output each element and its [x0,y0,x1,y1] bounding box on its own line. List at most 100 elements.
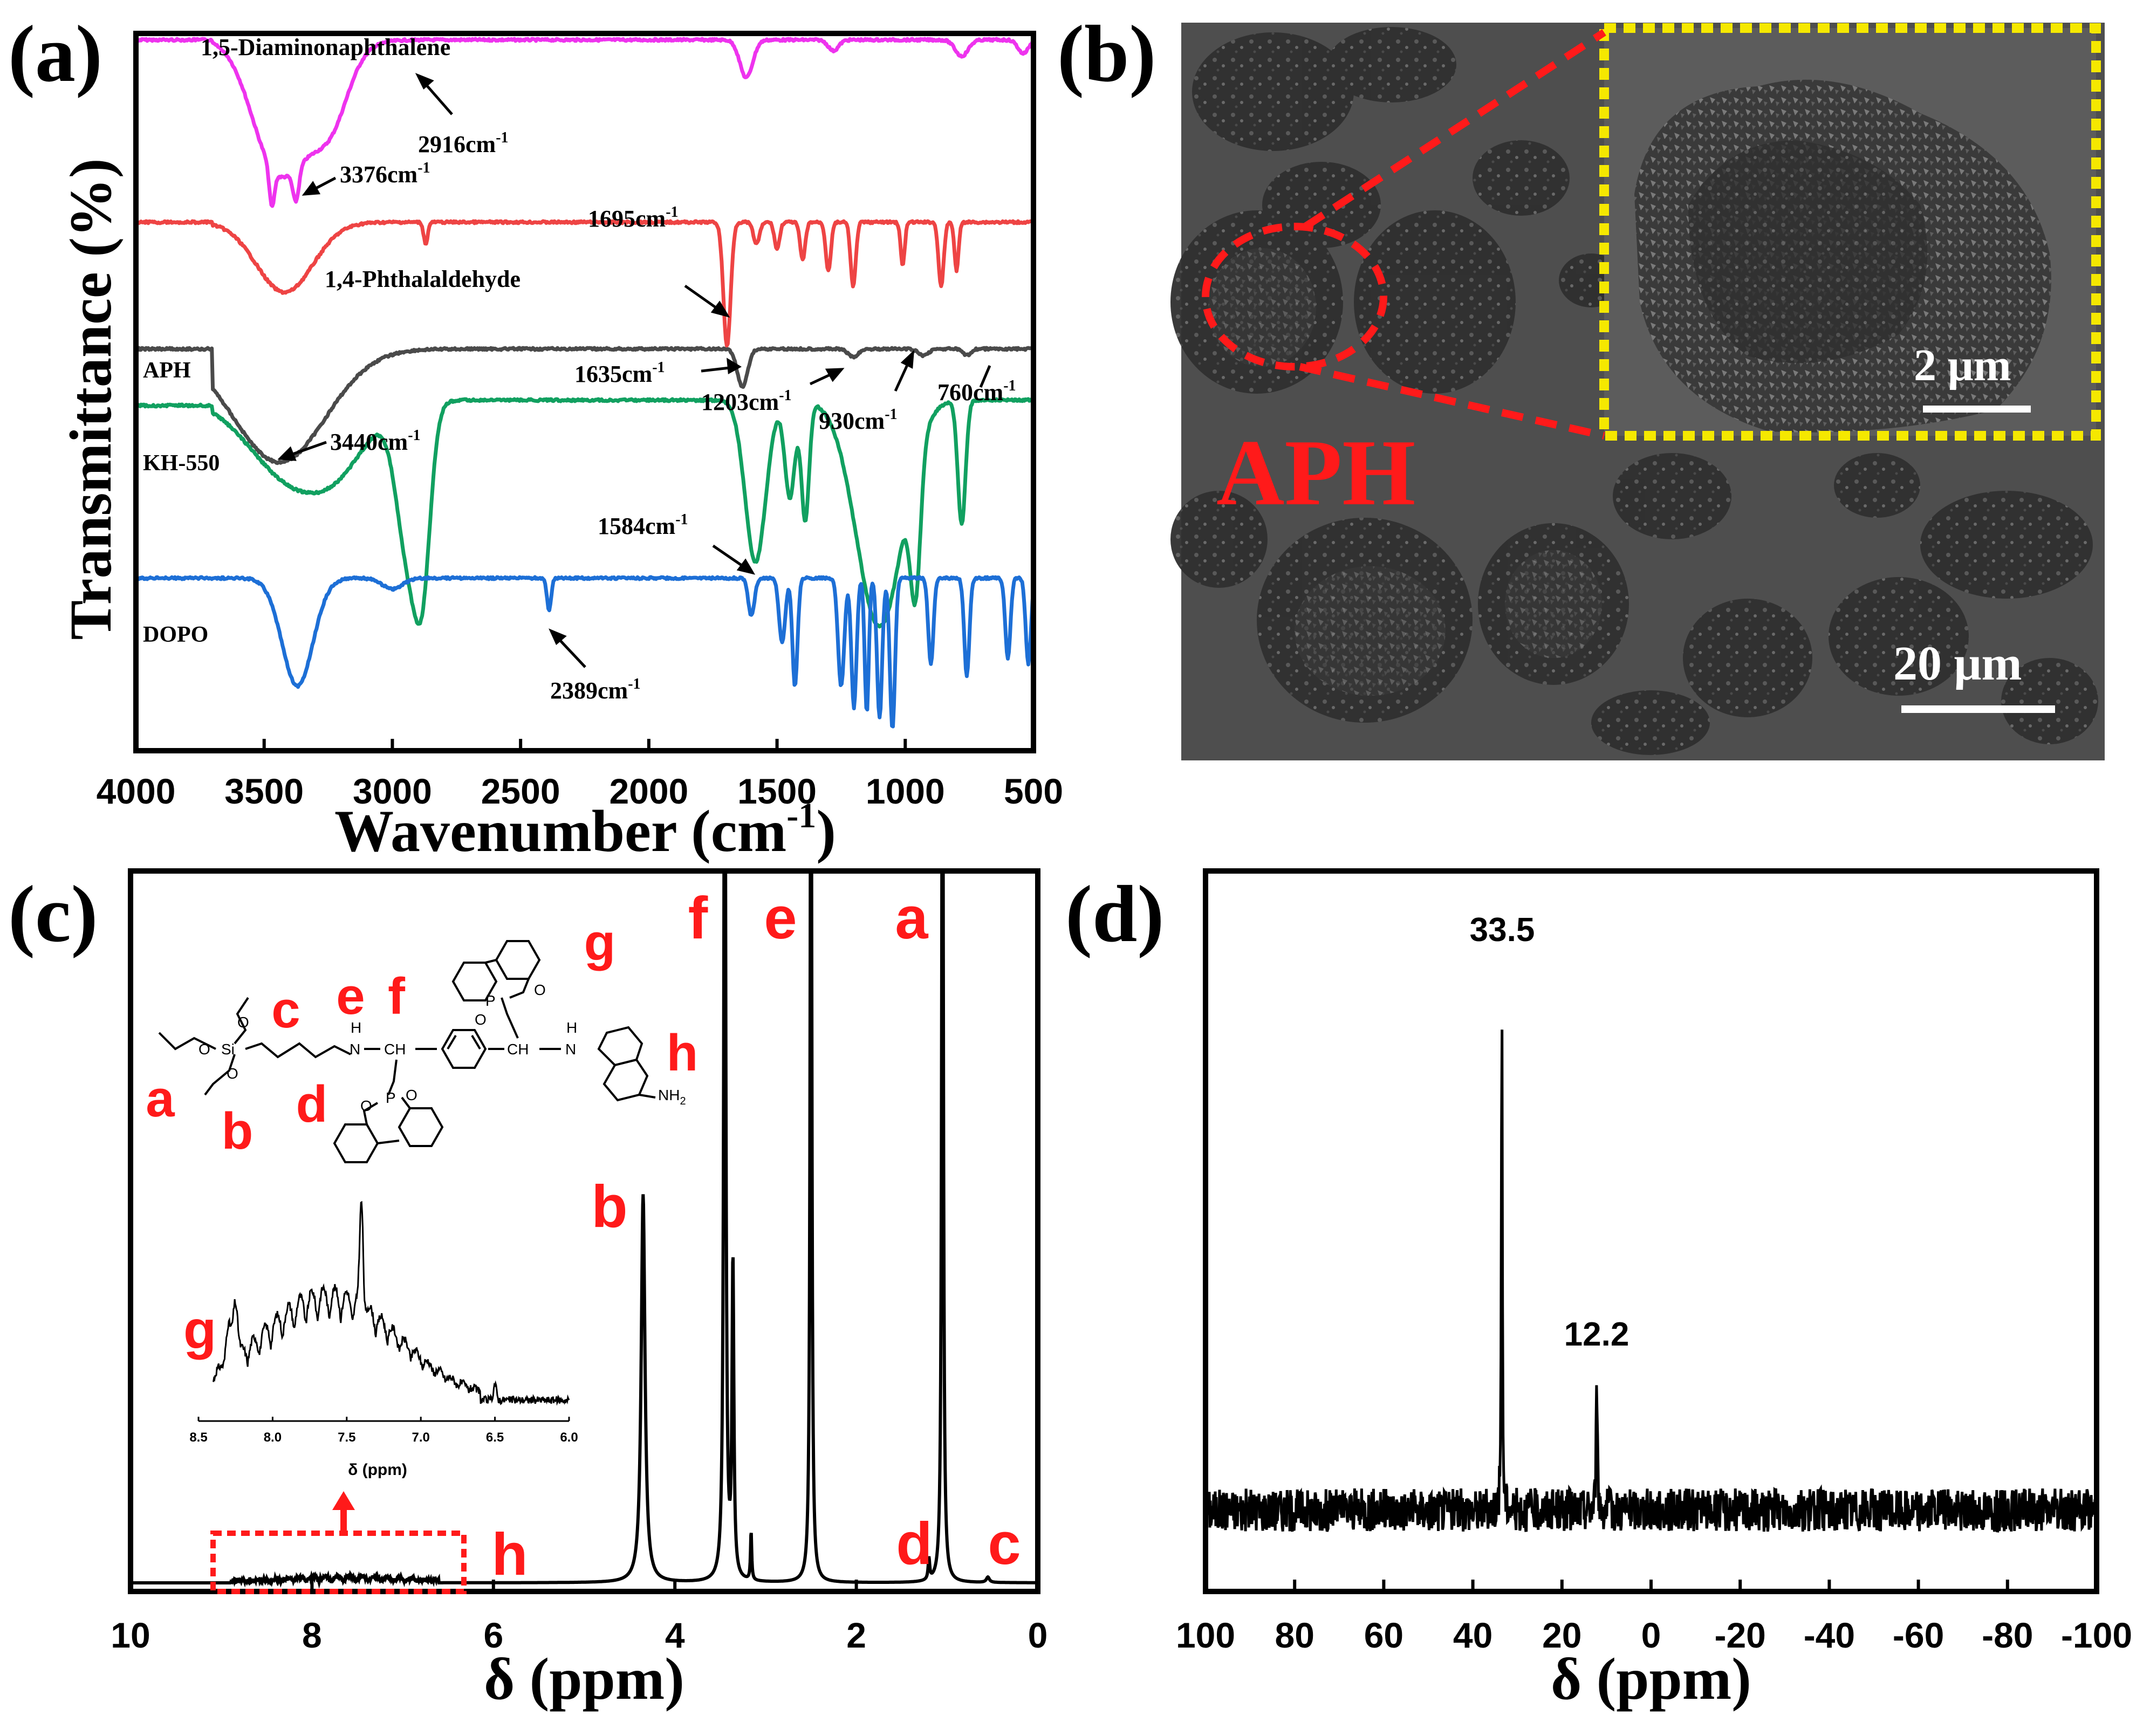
arrowhead-1203 [825,368,845,382]
panel-d-x-tick-label: 20 [1542,1615,1581,1655]
sem-zoom-line-top [1303,29,1606,230]
inset-tick-label: 7.5 [338,1430,355,1445]
panel-d-xlabel: δ (ppm) [1551,1646,1751,1712]
atom-o-lower-double: O [406,1087,417,1103]
struct-label-d: d [296,1075,328,1133]
panel-c-x-tick-label: 2 [846,1615,866,1655]
bond-ch-p-upper [501,997,519,1039]
struct-label-a: a [146,1070,175,1128]
inset-region-arrowhead [332,1491,355,1510]
series-line-4 [136,575,1033,729]
inset-tick-label: 6.0 [560,1430,578,1445]
series-label-diaminonaphthalene: 1,5-Diaminonaphthalene [201,34,450,60]
bond-ch-p-lower [387,1059,398,1095]
panel-d-x-tick-label: 80 [1275,1615,1314,1655]
panel-c-x-tick-label: 6 [483,1615,503,1655]
series-label-dopo: DOPO [143,622,208,647]
arrowhead-930 [900,349,915,369]
panel-a-xlabel: Wavenumber (cm-1) [334,796,836,864]
atom-h-right: H [566,1019,577,1036]
atom-o-upper-double: O [475,1011,487,1028]
series-label-aph: APH [143,358,191,383]
panel-a-x-tick-label: 4000 [97,771,176,811]
ring-dopo-lower-b [398,1107,444,1147]
annot-3376: 3376cm-1 [340,160,430,188]
ring-phenyl [441,1029,487,1069]
sem-particle-texture [1208,248,1602,696]
arrowhead-1635 [727,358,742,375]
annot-1584: 1584cm-1 [598,511,688,539]
arrowhead-3440 [277,446,297,461]
panel-d-x-tick-label: 100 [1176,1615,1235,1655]
peak-label-b: b [591,1174,627,1240]
atom-o-upper-ring: O [534,982,546,998]
sem-aph-label: APH [1216,420,1415,525]
panel-c-xlabel: δ (ppm) [484,1646,684,1712]
inset-spectrum [213,1200,570,1406]
annot-760: 760cm-1 [937,378,1016,406]
series-line-2 [136,346,1033,465]
atom-o2: O [198,1041,210,1058]
arrowhead-3376 [302,181,321,196]
annot-1203: 1203cm-1 [701,387,792,415]
peak-label-c: c [988,1511,1021,1577]
panel-a-xlabel-main: Wavenumber (cm [334,798,786,864]
panel-label-b: (b) [1057,9,1156,99]
panel-label-a: (a) [8,9,102,99]
panel-a-xlabel-tail: ) [816,798,836,864]
annot-1695: 1695cm-1 [588,204,679,232]
annot-3440: 3440cm-1 [330,427,421,455]
peak-label-f: f [688,885,708,951]
annot-2916: 2916cm-1 [418,129,509,157]
atom-ch-left: CH [384,1041,406,1058]
panel-a-x-tick-label: 3000 [353,771,432,811]
panel-a-x-tick-label: 2500 [481,771,560,811]
annot-930: 930cm-1 [819,406,898,434]
panel-a-x-tick-label: 2000 [609,771,688,811]
panel-d-x-tick-label: 40 [1453,1615,1492,1655]
inset-tick-label: 8.0 [264,1430,282,1445]
peak-value-12-2: 12.2 [1564,1316,1629,1353]
sem-inset-frame [1599,23,2101,441]
peak-label-d: d [896,1511,932,1577]
panel-c-x-tick-label: 10 [111,1615,150,1655]
atom-o3: O [227,1065,238,1082]
sem-inset-particle [1634,79,2051,433]
panel-d-x-tick-label: 60 [1364,1615,1403,1655]
inset-xlabel: δ (ppm) [348,1461,407,1479]
sem-zoom-circle [1202,223,1387,370]
struct-label-f: f [388,968,406,1025]
molecule-structure [158,940,656,1163]
arrowhead-2916 [415,73,434,90]
panel-d-x-tick-label: -60 [1893,1615,1944,1655]
struct-label-h: h [667,1024,699,1082]
nmr-p-spectrum [1206,1030,2097,1533]
panel-d: 100 80 60 40 20 0 -20 -40 -60 -80 -100 δ (ppm) 33.… [1176,868,2132,1712]
sem-zoom-line-bottom [1299,363,1605,440]
peak-label-a: a [895,885,928,951]
struct-label-b: b [222,1102,254,1160]
panel-a: 4000 3500 3000 2500 2000 1500 1000 500 Transmit… [58,31,1063,864]
panel-d-x-tick-label: -80 [1982,1615,2033,1655]
panel-c-x-tick-label: 4 [665,1615,685,1655]
series-label-phthalaldehyde: 1,4-Phthalaldehyde [325,266,521,292]
panel-d-x-tick-label: -20 [1715,1615,1766,1655]
panel-a-x-tick-label: 1000 [866,771,945,811]
sem-inset-scale-label: 2 μm [1914,340,2011,390]
atom-p-lower: P [386,1089,396,1106]
atom-n-right: N [565,1041,576,1058]
arrowhead-1584 [736,558,756,575]
atom-nh: NH2 [658,1087,686,1107]
peak-value-33-5: 33.5 [1470,911,1535,949]
panel-c-frame [128,868,1040,1594]
molecule-atoms: Si O O O N H CH CH H N P O O P O O NH2 [198,982,686,1114]
inset-tick-label: 7.0 [412,1430,430,1445]
ethoxy-bonds [158,997,351,1096]
sem-main-scale-bar [1901,705,2055,713]
atom-ch-right: CH [507,1041,529,1058]
inset-region-box [210,1531,467,1594]
atom-p-upper: P [485,992,496,1009]
arrow-760 [979,365,991,388]
annot-1635: 1635cm-1 [574,359,665,387]
